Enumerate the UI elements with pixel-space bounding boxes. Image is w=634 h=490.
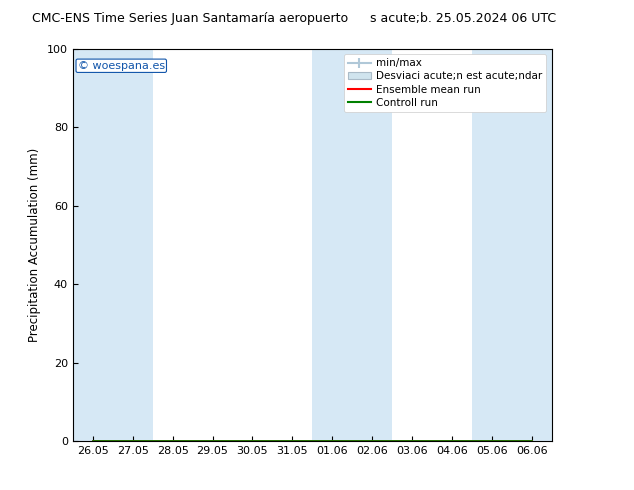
Bar: [312, 49, 352, 441]
Text: s acute;b. 25.05.2024 06 UTC: s acute;b. 25.05.2024 06 UTC: [370, 12, 556, 25]
Text: © woespana.es: © woespana.es: [78, 61, 165, 71]
Bar: [113, 49, 153, 441]
Legend: min/max, Desviaci acute;n est acute;ndar, Ensemble mean run, Controll run: min/max, Desviaci acute;n est acute;ndar…: [344, 54, 547, 112]
Text: CMC-ENS Time Series Juan Santamaría aeropuerto: CMC-ENS Time Series Juan Santamaría aero…: [32, 12, 348, 25]
Bar: [512, 49, 552, 441]
Y-axis label: Precipitation Accumulation (mm): Precipitation Accumulation (mm): [29, 148, 41, 342]
Bar: [73, 49, 113, 441]
Bar: [472, 49, 512, 441]
Bar: [352, 49, 392, 441]
